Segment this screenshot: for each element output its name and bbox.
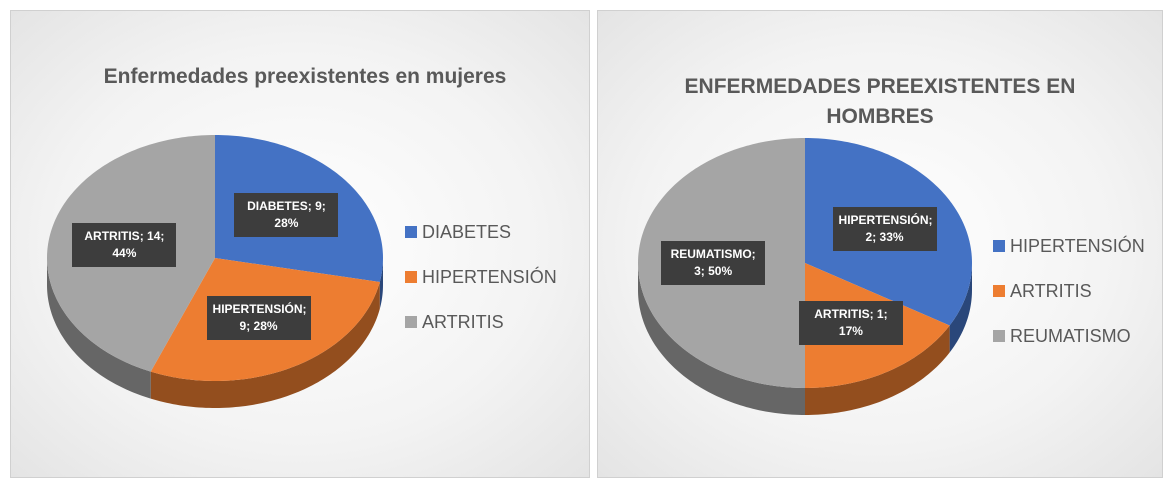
legend-swatch	[405, 271, 417, 283]
legend-swatch	[405, 226, 417, 238]
slice-side	[949, 263, 972, 353]
data-label: ARTRITIS; 1; 17%	[798, 300, 903, 345]
chart-title: Enfermedades preexistentes en mujeres	[103, 65, 507, 88]
slice-side	[150, 281, 380, 408]
slice-side	[47, 258, 151, 399]
slice-side	[379, 258, 383, 309]
slice-side	[805, 325, 950, 415]
legend-swatch	[405, 316, 417, 328]
data-label: REUMATISMO; 3; 50%	[661, 241, 766, 285]
legend-label: DIABETES	[422, 222, 512, 242]
legend-label: REUMATISMO	[1010, 326, 1131, 346]
slice-side	[638, 263, 805, 415]
chart-title: ENFERMEDADES PREEXISTENTES EN HOMBRES	[684, 75, 1076, 128]
legend-label: ARTRITIS	[422, 312, 504, 332]
legend-swatch	[993, 240, 1005, 252]
legend-swatch	[993, 285, 1005, 297]
legend-label: HIPERTENSIÓN	[422, 267, 557, 287]
data-label: HIPERTENSIÓN; 9; 28%	[206, 295, 311, 340]
data-label: ARTRITIS; 14; 44%	[72, 222, 177, 267]
data-label: HIPERTENSIÓN; 2; 33%	[832, 206, 937, 251]
legend-label: HIPERTENSIÓN	[1010, 236, 1145, 256]
data-label: DIABETES; 9; 28%	[234, 193, 339, 238]
legend-label: ARTRITIS	[1010, 281, 1092, 301]
legend-swatch	[993, 330, 1005, 342]
